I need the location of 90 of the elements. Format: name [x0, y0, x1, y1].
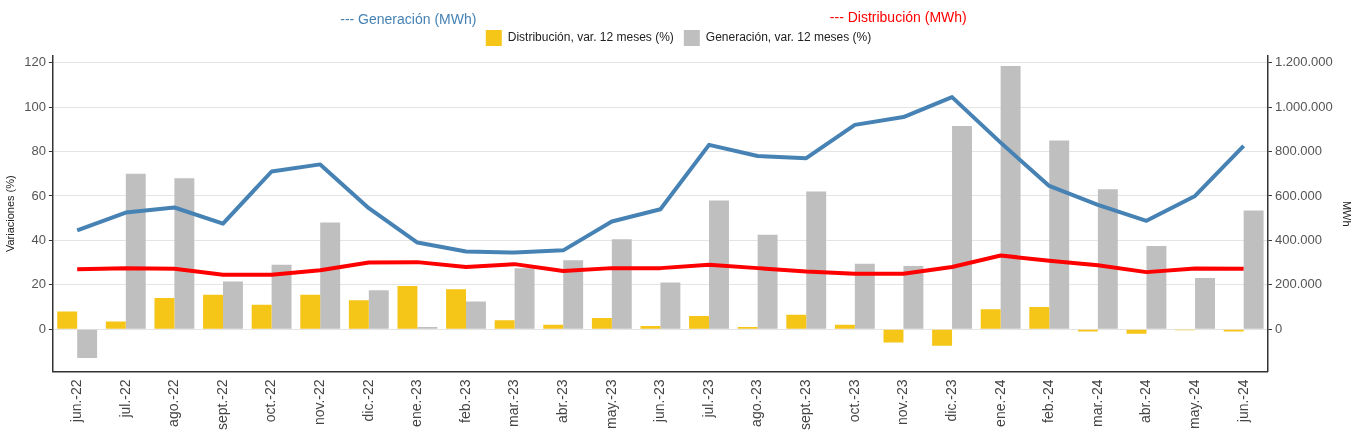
y2-tick-label: 1.000.000: [1274, 98, 1333, 114]
bar: [1029, 307, 1050, 329]
x-tick-label: nov.-22: [311, 379, 328, 426]
bar: [543, 324, 564, 329]
x-tick-label: sept.-22: [213, 379, 230, 431]
x-tick-label: sept.-23: [797, 379, 814, 431]
y-tick-label: 60: [31, 187, 46, 203]
bar: [932, 329, 953, 346]
x-tick-label: ago.-23: [748, 379, 765, 427]
bar: [125, 173, 146, 329]
bar: [466, 301, 486, 329]
x-tick-label: jul.-23: [699, 379, 716, 419]
bar: [952, 125, 972, 329]
y2-tick-label: 600.000: [1274, 187, 1322, 203]
bar: [368, 290, 389, 329]
bar: [757, 234, 778, 329]
bar: [105, 321, 126, 329]
legend-label: Distribución, var. 12 meses (%): [507, 30, 674, 45]
x-tick-label: jun.-23: [651, 379, 668, 424]
x-tick-label: jun.-24: [1234, 379, 1251, 424]
x-tick-label: abr.-24: [1137, 379, 1154, 424]
bar: [563, 260, 584, 329]
bar: [77, 329, 98, 359]
x-tick-label: jun.-22: [68, 379, 85, 424]
bar: [903, 265, 924, 329]
y-tick-label: 120: [24, 54, 46, 70]
bar: [611, 239, 632, 329]
bar: [660, 282, 681, 329]
bar: [834, 324, 855, 329]
x-tick-label: dic.-23: [942, 379, 959, 422]
text: --- Generación (MWh): [340, 10, 477, 27]
bar: [300, 294, 321, 329]
bar: [348, 300, 369, 329]
bar: [1097, 189, 1118, 329]
bar: [514, 268, 535, 329]
bar: [1126, 329, 1147, 334]
x-tick-label: may.-23: [602, 379, 619, 429]
x-tick-label: ene.-24: [991, 379, 1008, 427]
x-tick-label: oct.-23: [845, 379, 862, 423]
bar: [689, 315, 710, 329]
bar: [397, 285, 418, 329]
x-tick-label: nov.-23: [894, 379, 911, 426]
y2-axis-title: MWh: [1341, 200, 1354, 227]
x-tick-label: feb.-24: [1040, 379, 1057, 424]
bar: [883, 329, 904, 343]
bar: [320, 222, 341, 329]
bar: [591, 318, 612, 329]
bar: [980, 309, 1001, 329]
x-tick-label: mar.-24: [1088, 379, 1105, 427]
bar: [154, 298, 175, 329]
bar: [786, 314, 807, 329]
bar: [251, 304, 272, 329]
x-tick-label: feb.-23: [456, 379, 473, 424]
bar: [174, 178, 195, 329]
x-tick-label: abr.-23: [554, 379, 571, 424]
y-tick-label: 40: [31, 231, 46, 247]
bar: [1243, 210, 1264, 329]
x-tick-label: oct.-22: [262, 379, 279, 423]
bar: [1146, 245, 1167, 329]
y-tick-label: 0: [38, 320, 46, 336]
bar: [1195, 278, 1215, 329]
y-tick-label: 100: [24, 98, 46, 114]
y2-tick-label: 200.000: [1274, 276, 1322, 292]
y2-tick-label: 400.000: [1274, 231, 1322, 247]
bar: [1049, 140, 1070, 329]
x-tick-label: ago.-22: [165, 379, 182, 427]
legend-label: Generación, var. 12 meses (%): [705, 30, 872, 45]
bar: [1000, 66, 1021, 329]
y2-tick-label: 1.200.000: [1274, 54, 1333, 70]
text: --- Distribución (MWh): [829, 8, 967, 25]
bar: [494, 320, 515, 329]
x-tick-label: jul.-22: [116, 379, 133, 419]
bar: [57, 311, 78, 329]
bar: [223, 281, 243, 329]
x-tick-label: mar.-23: [505, 379, 522, 427]
y2-tick-label: 800.000: [1274, 143, 1322, 159]
bar: [203, 294, 223, 329]
x-tick-label: dic.-22: [359, 379, 376, 422]
bar: [640, 325, 661, 329]
x-tick-label: may.-24: [1185, 379, 1202, 429]
y-axis-title: Variaciones (%): [3, 175, 16, 253]
bar: [806, 191, 827, 329]
y-tick-label: 20: [31, 276, 46, 292]
bar: [854, 263, 875, 329]
bar: [709, 200, 729, 329]
bar: [271, 264, 292, 329]
x-tick-label: ene.-23: [408, 379, 425, 427]
bar: [446, 289, 467, 329]
y-tick-label: 80: [31, 143, 46, 159]
y2-tick-label: 0: [1274, 320, 1283, 336]
